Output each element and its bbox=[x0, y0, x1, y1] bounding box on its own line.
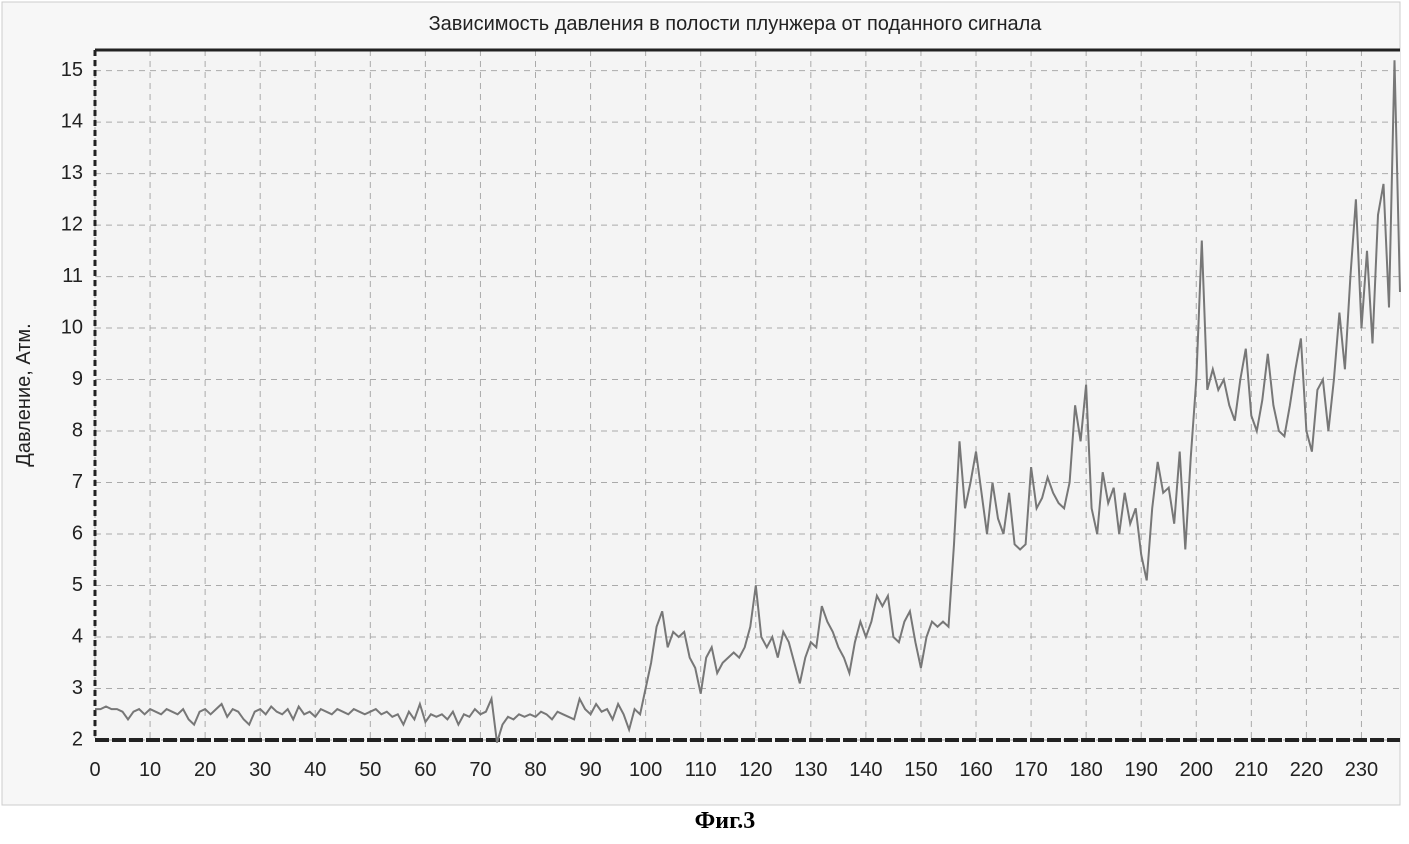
y-tick-label: 6 bbox=[72, 522, 83, 544]
x-tick-label: 120 bbox=[739, 759, 772, 781]
y-tick-label: 3 bbox=[72, 677, 83, 699]
x-tick-label: 80 bbox=[524, 759, 546, 781]
y-tick-label: 9 bbox=[72, 368, 83, 390]
x-tick-label: 90 bbox=[579, 759, 601, 781]
x-tick-label: 110 bbox=[685, 759, 717, 781]
y-tick-label: 10 bbox=[61, 316, 83, 338]
x-tick-label: 180 bbox=[1069, 759, 1102, 781]
x-tick-label: 200 bbox=[1180, 759, 1213, 781]
chart: Зависимость давления в полости плунжера … bbox=[0, 0, 1409, 839]
y-tick-label: 12 bbox=[61, 213, 83, 235]
x-tick-label: 100 bbox=[629, 759, 662, 781]
y-tick-label: 8 bbox=[72, 419, 83, 441]
x-tick-label: 0 bbox=[89, 759, 100, 781]
x-tick-label: 10 bbox=[139, 759, 161, 781]
y-tick-label: 13 bbox=[61, 162, 83, 184]
x-tick-label: 130 bbox=[794, 759, 827, 781]
y-axis-label: Давление, Атм. bbox=[13, 323, 35, 466]
caption: Фиг.3 bbox=[695, 808, 756, 834]
x-tick-label: 220 bbox=[1290, 759, 1323, 781]
chart-title: Зависимость давления в полости плунжера … bbox=[429, 13, 1043, 35]
x-tick-label: 160 bbox=[959, 759, 992, 781]
x-tick-label: 170 bbox=[1014, 759, 1047, 781]
y-tick-label: 5 bbox=[72, 574, 83, 596]
y-tick-label: 2 bbox=[72, 728, 83, 750]
x-tick-label: 190 bbox=[1125, 759, 1158, 781]
y-tick-label: 7 bbox=[72, 471, 83, 493]
y-tick-label: 14 bbox=[61, 110, 83, 132]
x-tick-label: 60 bbox=[414, 759, 436, 781]
x-tick-label: 20 bbox=[194, 759, 216, 781]
y-tick-label: 11 bbox=[62, 265, 83, 287]
y-tick-label: 15 bbox=[61, 59, 83, 81]
x-tick-label: 50 bbox=[359, 759, 381, 781]
x-tick-label: 70 bbox=[469, 759, 491, 781]
x-tick-label: 40 bbox=[304, 759, 326, 781]
x-tick-label: 150 bbox=[904, 759, 937, 781]
x-tick-label: 30 bbox=[249, 759, 271, 781]
page: Зависимость давления в полости плунжера … bbox=[0, 0, 1409, 844]
x-tick-label: 210 bbox=[1235, 759, 1268, 781]
x-tick-label: 230 bbox=[1345, 759, 1378, 781]
y-tick-label: 4 bbox=[72, 625, 83, 647]
x-tick-label: 140 bbox=[849, 759, 882, 781]
